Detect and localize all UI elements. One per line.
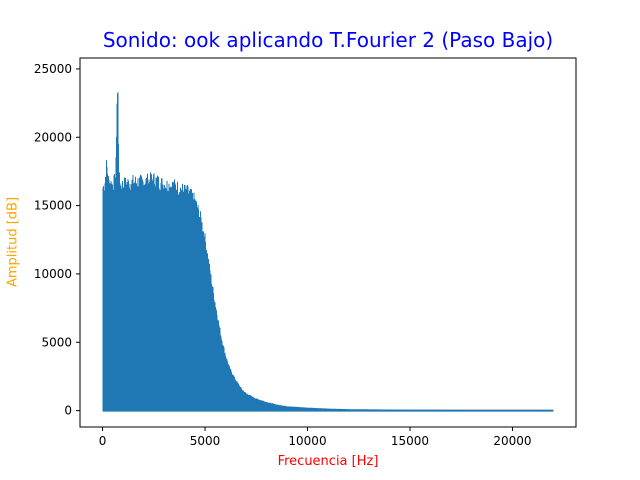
x-axis-label: Frecuencia [Hz] <box>277 454 379 469</box>
x-tick-label: 15000 <box>391 434 429 448</box>
axes-layer: 0 5000 10000 15000 20000 0 5000 10000 15000 20000… <box>34 57 577 448</box>
y-tick-label: 25000 <box>34 62 72 76</box>
x-tick-label: 10000 <box>288 434 326 448</box>
axes-frame <box>79 57 577 428</box>
spectrum-line <box>102 92 554 411</box>
x-tick-label: 5000 <box>190 434 221 448</box>
y-tick-label: 5000 <box>41 335 72 349</box>
y-tick-label: 0 <box>64 404 72 418</box>
chart-title: Sonido: ook aplicando T.Fourier 2 (Paso … <box>102 28 554 52</box>
series-layer <box>102 92 554 412</box>
y-tick-label: 10000 <box>34 267 72 281</box>
y-tick-label: 20000 <box>34 130 72 144</box>
y-axis-label: Amplitud [dB] <box>5 196 21 288</box>
y-tick-label: 15000 <box>34 199 72 213</box>
x-tick-label: 0 <box>99 434 107 448</box>
x-tick-label: 20000 <box>493 434 531 448</box>
